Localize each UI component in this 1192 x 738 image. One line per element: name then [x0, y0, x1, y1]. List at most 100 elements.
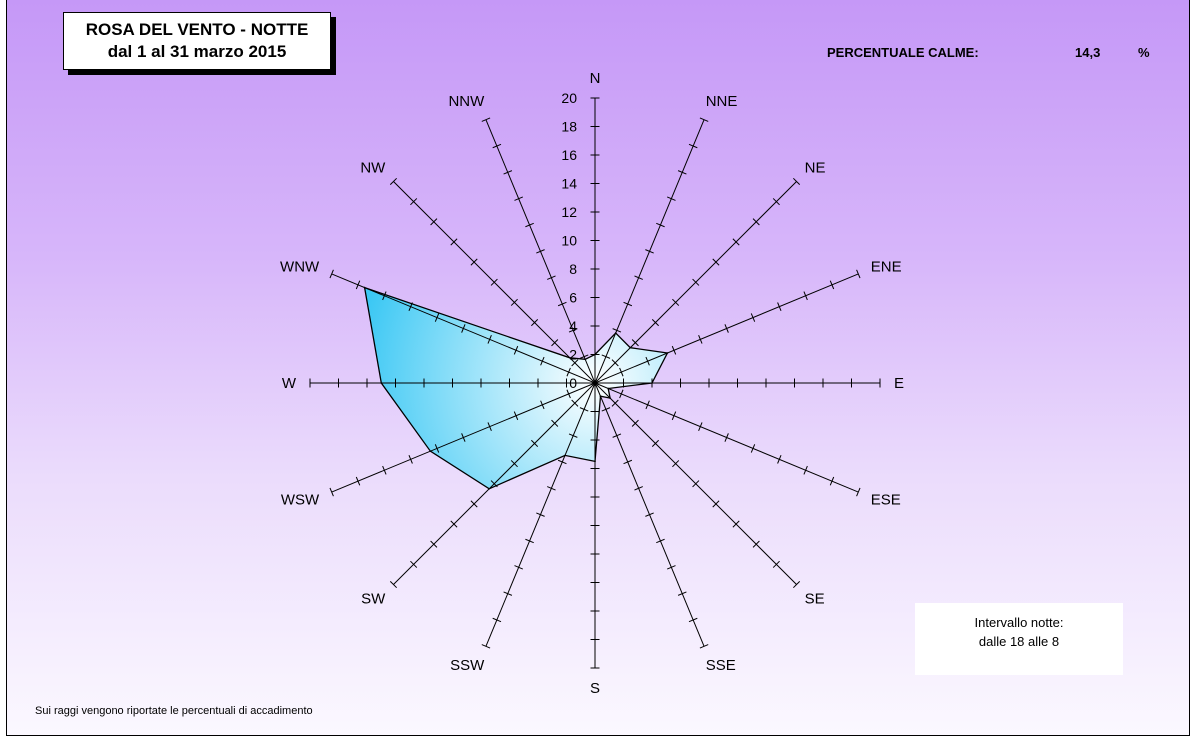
axis-tick — [503, 170, 513, 175]
radial-tick-label: 18 — [561, 119, 577, 135]
axis-tick — [651, 439, 659, 447]
axis-tick — [612, 433, 622, 438]
radial-tick-label: 6 — [569, 290, 577, 306]
axis-tick — [450, 520, 458, 528]
axis-tick — [772, 560, 780, 568]
axis-tick — [752, 540, 760, 548]
axis-tick — [688, 617, 698, 623]
axis-tick — [551, 339, 559, 347]
axis-tick — [677, 170, 687, 175]
axis-tick — [645, 512, 654, 517]
axis-tick — [612, 328, 622, 333]
axis-tick — [514, 565, 524, 570]
direction-label-w: W — [282, 375, 297, 392]
axis-tick — [856, 269, 861, 279]
axis-tick — [579, 407, 589, 412]
footnote: Sui raggi vengono riportate le percentua… — [35, 705, 313, 717]
axis-tick — [514, 196, 524, 201]
axis-tick — [510, 460, 518, 468]
axis-tick — [732, 520, 740, 528]
axis-tick — [677, 591, 687, 596]
axis-tick — [410, 560, 418, 568]
axis-tick — [750, 313, 756, 322]
axis-tick — [481, 117, 491, 122]
axis-tick — [568, 433, 578, 438]
axis-tick — [470, 258, 478, 266]
direction-label-n: N — [590, 70, 601, 87]
radial-tick-labels: 0 2 4 6 8 10 12 14 16 18 20 — [561, 90, 577, 391]
axis-tick — [699, 117, 709, 122]
axis-tick — [623, 301, 633, 307]
radial-tick-label: 0 — [569, 375, 577, 391]
axis-tick — [536, 249, 545, 254]
axis-tick — [829, 476, 835, 486]
axis-tick — [547, 275, 556, 280]
axis-tick — [601, 354, 611, 359]
axis-tick — [645, 356, 650, 366]
direction-label-nnw: NNW — [448, 93, 485, 110]
direction-label-nw: NW — [360, 159, 386, 176]
axis-tick — [450, 238, 458, 246]
direction-label-ne: NE — [805, 159, 826, 176]
calm-percentage-value: 14,3 — [1075, 45, 1101, 60]
axis-tick — [557, 459, 567, 465]
axis-tick — [389, 580, 398, 589]
axis-tick — [634, 486, 643, 491]
axis-tick — [540, 356, 545, 366]
chart-title: ROSA DEL VENTO - NOTTE — [85, 20, 309, 39]
axis-tick — [487, 335, 492, 344]
axis-tick — [503, 591, 513, 596]
axis-tick — [430, 218, 438, 226]
axis-tick — [803, 465, 808, 475]
axis-tick — [566, 367, 571, 377]
axis-tick — [671, 411, 677, 421]
axis-tick — [382, 291, 387, 301]
calm-percentage-unit: % — [1138, 45, 1150, 60]
axis-tick — [461, 433, 466, 442]
axis-tick — [601, 407, 611, 412]
axis-tick — [645, 400, 650, 410]
axis-tick — [410, 198, 418, 206]
axis-tick — [531, 439, 539, 447]
axis-tick — [481, 644, 491, 649]
axis-tick — [536, 512, 545, 517]
axis-tick — [688, 143, 698, 149]
radial-tick-label: 16 — [561, 147, 577, 163]
axis-tick — [566, 389, 571, 399]
axis-tick — [750, 444, 756, 453]
axis-tick — [571, 359, 579, 367]
direction-label-wnw: WNW — [280, 258, 320, 275]
axis-tick — [803, 291, 808, 301]
axis-tick — [645, 249, 654, 254]
direction-label-se: SE — [805, 591, 825, 608]
axis-tick — [525, 538, 534, 544]
axis-tick — [547, 486, 556, 491]
axis-tick — [692, 480, 700, 488]
direction-label-e: E — [894, 375, 904, 392]
axis-tick — [619, 367, 624, 377]
axis-tick — [531, 319, 539, 327]
axis-tick — [355, 280, 361, 290]
direction-label-sse: SSE — [706, 657, 736, 674]
axis-tick — [698, 422, 703, 431]
axis-tick — [623, 459, 633, 465]
interval-line-2: dalle 18 alle 8 — [978, 634, 1060, 649]
axis-tick — [619, 389, 624, 399]
axis-tick — [492, 617, 502, 623]
axis-tick — [540, 400, 545, 410]
axis-tick — [666, 565, 676, 570]
axis-tick — [551, 419, 559, 427]
axis-tick — [487, 422, 492, 431]
axis-tick — [611, 359, 619, 367]
axis-tick — [434, 444, 440, 453]
radial-tick-label: 14 — [561, 176, 577, 192]
axis-tick — [355, 476, 361, 486]
axis-tick — [752, 218, 760, 226]
axis-tick — [699, 644, 709, 649]
direction-axes — [309, 97, 881, 669]
axis-tick — [712, 258, 720, 266]
axis-tick — [557, 301, 567, 307]
direction-label-ssw: SSW — [450, 657, 485, 674]
chart-title-box: ROSA DEL VENTO - NOTTE dal 1 al 31 marzo… — [63, 12, 331, 70]
axis-tick — [490, 278, 498, 286]
